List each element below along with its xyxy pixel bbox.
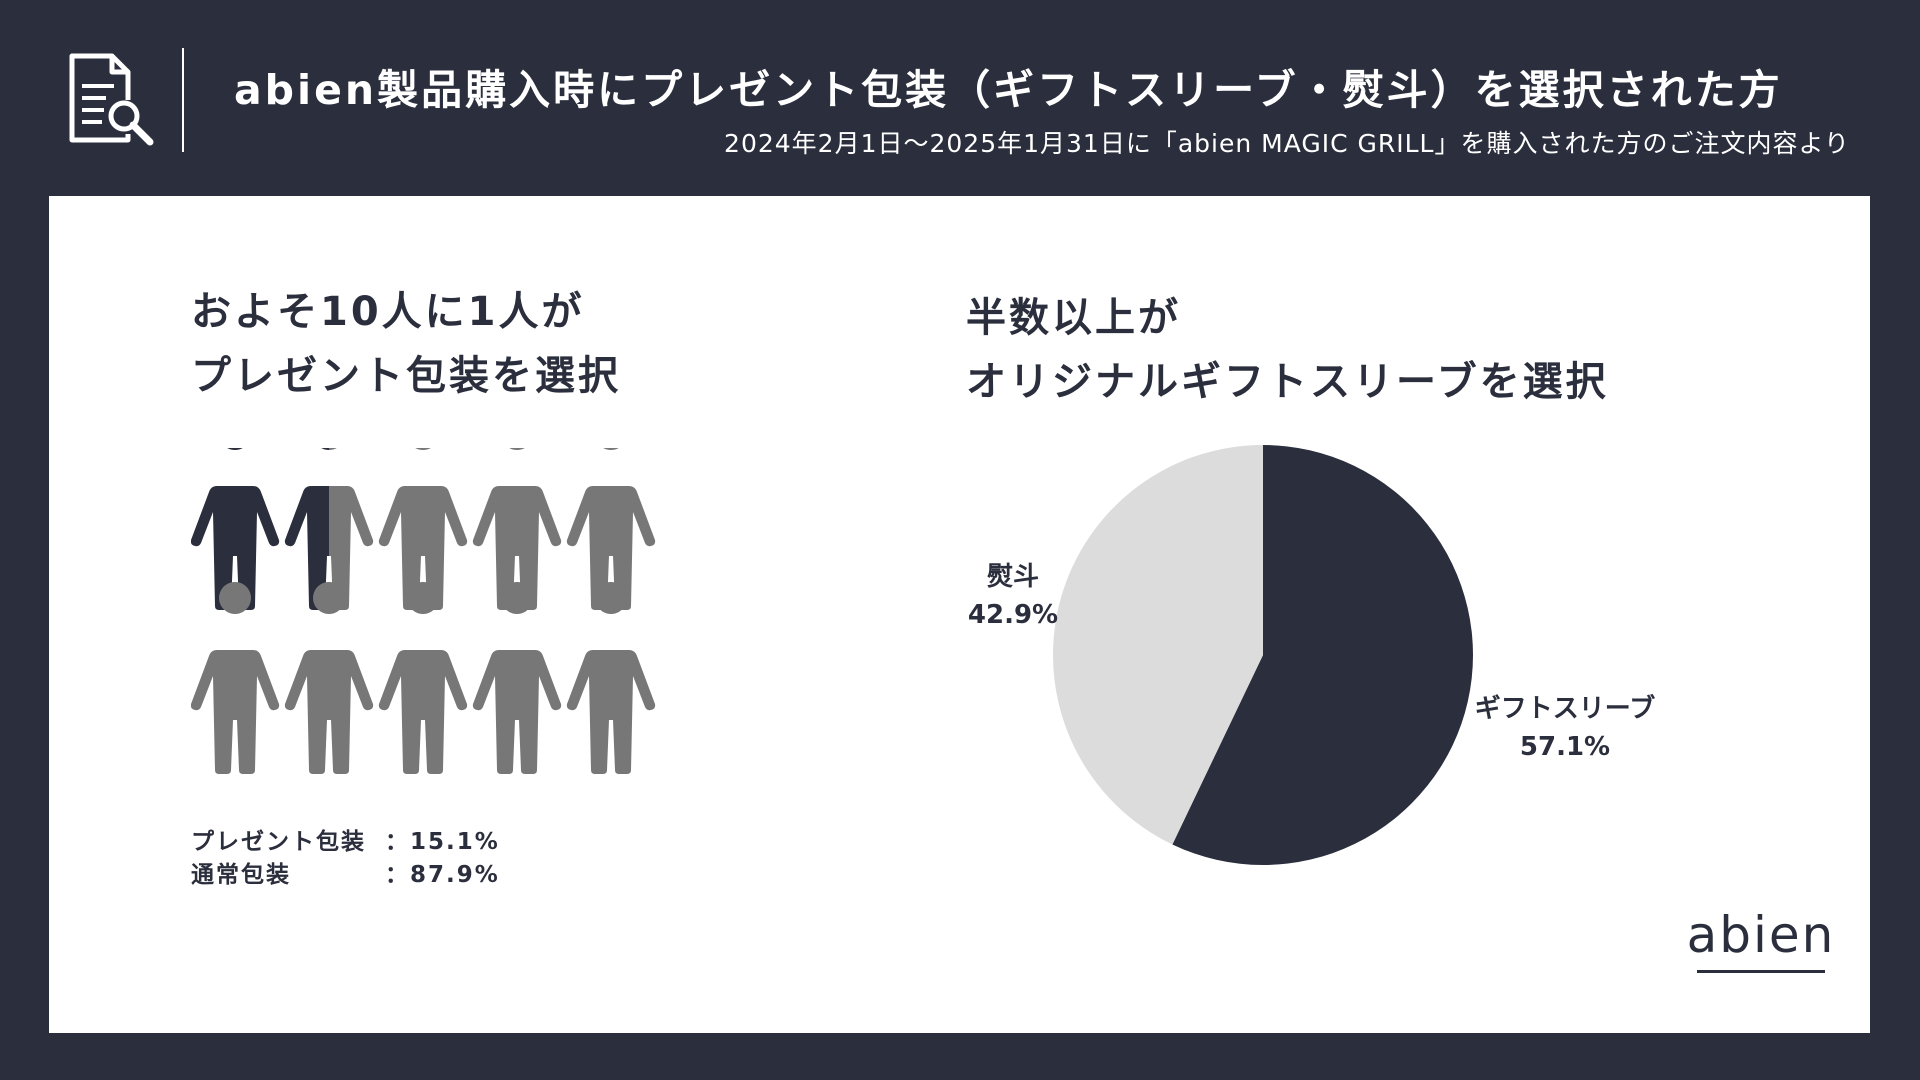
stat-label: 通常包装	[191, 862, 291, 888]
left-heading: およそ10人に1人が プレゼント包装を選択	[191, 280, 621, 408]
document-search-icon	[69, 53, 154, 146]
person-icon	[566, 448, 656, 610]
person-icon	[472, 582, 562, 774]
pie-label-noshi: 熨斗 42.9%	[958, 558, 1068, 634]
logo-underline	[1697, 970, 1825, 973]
header-divider	[182, 48, 184, 152]
person-icon	[378, 582, 468, 774]
pie-label-name: 熨斗	[986, 562, 1039, 592]
pie-slice-gift-sleeve	[1172, 445, 1473, 865]
right-heading-line1: 半数以上が	[966, 295, 1181, 341]
pie-label-gift-sleeve: ギフトスリーブ 57.1%	[1460, 690, 1670, 766]
left-heading-line1: およそ10人に1人が	[191, 289, 585, 335]
stat-row-normal: 通常包装 ：87.9%	[191, 859, 500, 892]
person-icon	[566, 582, 656, 774]
person-icon	[191, 582, 280, 774]
pie-chart	[1053, 445, 1473, 865]
logo-text: abien	[1686, 906, 1836, 964]
brand-logo: abien	[1671, 906, 1851, 973]
page-title: abien製品購入時にプレゼント包装（ギフトスリーブ・熨斗）を選択された方	[234, 66, 1783, 114]
left-heading-line2: プレゼント包装を選択	[191, 353, 621, 399]
person-icon	[472, 448, 562, 610]
person-icon	[284, 448, 374, 610]
pie-label-value: 57.1%	[1519, 732, 1611, 762]
pie-label-value: 42.9%	[967, 600, 1059, 630]
person-icon	[284, 582, 374, 774]
right-heading: 半数以上が オリジナルギフトスリーブを選択	[966, 286, 1609, 414]
pictogram-grid	[191, 448, 656, 774]
page-subtitle: 2024年2月1日〜2025年1月31日に「abien MAGIC GRILL」…	[724, 129, 1850, 158]
right-heading-line2: オリジナルギフトスリーブを選択	[966, 359, 1609, 405]
person-icon	[191, 448, 280, 610]
pie-slice-noshi	[1053, 445, 1263, 845]
stat-row-present: プレゼント包装 ：15.1%	[191, 826, 500, 859]
stat-value: ：87.9%	[385, 862, 500, 888]
pie-label-name: ギフトスリーブ	[1474, 694, 1656, 724]
stats-list: プレゼント包装 ：15.1% 通常包装 ：87.9%	[191, 826, 500, 892]
content-panel: およそ10人に1人が プレゼント包装を選択 プレゼント包装 ：15.1% 通常包…	[49, 196, 1870, 1033]
person-icon	[378, 448, 468, 610]
stat-label: プレゼント包装	[191, 829, 366, 855]
stat-value: ：15.1%	[385, 829, 500, 855]
